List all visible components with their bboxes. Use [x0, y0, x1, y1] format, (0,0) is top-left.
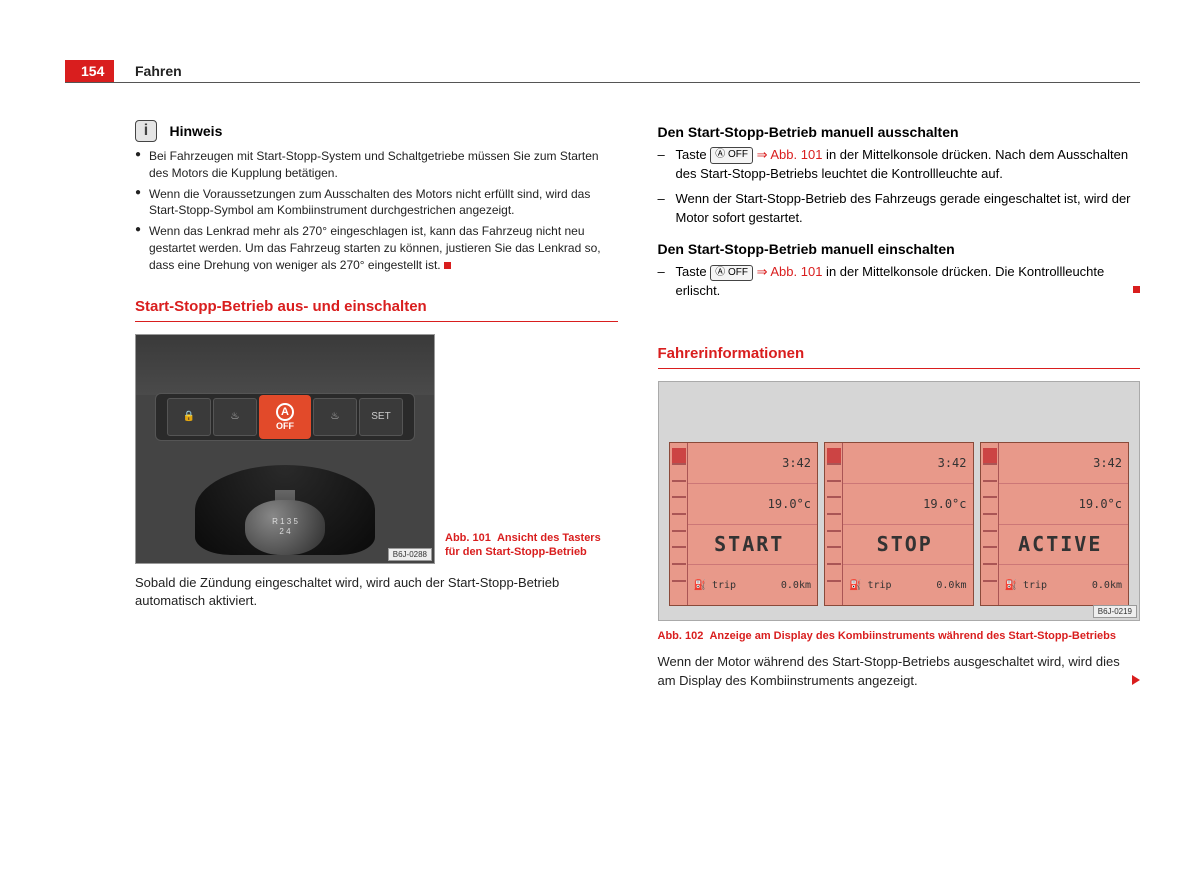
- lcd-panel-3: 3:42 19.0°c ACTIVE ⛽ trip0.0km: [980, 442, 1130, 606]
- dash-text: Wenn der Start-Stopp-Betrieb des Fahrzeu…: [676, 190, 1141, 228]
- dash-item: – Wenn der Start-Stopp-Betrieb des Fahrz…: [658, 190, 1141, 228]
- page: 154 Fahren i Hinweis Bei Fahrzeugen mit …: [0, 0, 1200, 876]
- dash-text: Taste Ⓐ OFF ⇒ Abb. 101 in der Mittelkons…: [676, 263, 1141, 301]
- shift-knob: R 1 3 52 4: [245, 500, 325, 555]
- a-off-icon: A: [276, 403, 294, 421]
- figure-101-caption: Abb. 101 Ansicht des Tasters für den Sta…: [445, 531, 618, 564]
- figure-101-row: 🔒 ♨ A OFF ♨ SET R 1 3 52 4: [135, 334, 618, 564]
- lcd-trip: ⛽ trip0.0km: [843, 565, 973, 605]
- sub-heading: Den Start-Stopp-Betrieb manuell ausschal…: [658, 124, 1141, 140]
- fuel-gauge-icon: [981, 443, 999, 605]
- a-off-key-icon: Ⓐ OFF: [710, 265, 753, 282]
- section-heading: Fahrerinformationen: [658, 325, 1141, 369]
- center-console-buttons: 🔒 ♨ A OFF ♨ SET: [155, 393, 415, 441]
- lock-button-icon: 🔒: [167, 398, 211, 436]
- chapter-title: Fahren: [135, 63, 182, 79]
- dash-item: – Taste Ⓐ OFF ⇒ Abb. 101 in der Mittelko…: [658, 263, 1141, 301]
- body-text: Wenn der Motor während des Start-Stopp-B…: [658, 653, 1141, 689]
- figure-ref: ⇒ Abb. 101: [757, 264, 823, 279]
- lcd-trip: ⛽ trip0.0km: [999, 565, 1129, 605]
- image-code: B6J-0288: [388, 548, 432, 561]
- dash-icon: –: [658, 146, 676, 184]
- start-stop-off-button: A OFF: [259, 395, 311, 439]
- set-button-icon: SET: [359, 398, 403, 436]
- note-list: Bei Fahrzeugen mit Start-Stopp-System un…: [135, 148, 618, 274]
- a-off-key-icon: Ⓐ OFF: [710, 147, 753, 164]
- lcd-panel-1: 3:42 19.0°c START ⛽ trip0.0km: [669, 442, 819, 606]
- image-code: B6J-0219: [1093, 605, 1137, 618]
- off-label: OFF: [276, 421, 294, 431]
- lcd-display: 3:42 19.0°c ACTIVE ⛽ trip0.0km: [999, 443, 1129, 605]
- lcd-status: START: [688, 525, 818, 566]
- lcd-temp: 19.0°c: [688, 484, 818, 525]
- figure-102-caption: Abb. 102 Anzeige am Display des Kombiins…: [658, 629, 1141, 643]
- figure-102: 3:42 19.0°c START ⛽ trip0.0km 3:42 19.0°…: [658, 381, 1141, 621]
- figure-101: 🔒 ♨ A OFF ♨ SET R 1 3 52 4: [135, 334, 435, 564]
- note-item: Wenn die Voraussetzungen zum Ausschalten…: [135, 186, 618, 220]
- note-item: Bei Fahrzeugen mit Start-Stopp-System un…: [135, 148, 618, 182]
- lcd-display: 3:42 19.0°c STOP ⛽ trip0.0km: [843, 443, 973, 605]
- lcd-time: 3:42: [688, 443, 818, 484]
- lcd-temp: 19.0°c: [843, 484, 973, 525]
- continue-icon: [1132, 675, 1140, 685]
- page-header: 154 Fahren: [65, 60, 1140, 82]
- hinweis-label: Hinweis: [169, 123, 222, 139]
- lcd-panel-2: 3:42 19.0°c STOP ⛽ trip0.0km: [824, 442, 974, 606]
- fuel-gauge-icon: [825, 443, 843, 605]
- seat-heat-left-icon: ♨: [213, 398, 257, 436]
- lcd-temp: 19.0°c: [999, 484, 1129, 525]
- fuel-gauge-icon: [670, 443, 688, 605]
- info-icon: i: [135, 120, 157, 142]
- console-top: [136, 335, 434, 395]
- right-column: Den Start-Stopp-Betrieb manuell ausschal…: [658, 120, 1141, 698]
- section-heading: Start-Stopp-Betrieb aus- und einschalten: [135, 278, 618, 322]
- page-number: 154: [65, 60, 114, 82]
- section-end-icon: [444, 262, 451, 269]
- lcd-trip: ⛽ trip0.0km: [688, 565, 818, 605]
- dash-icon: –: [658, 190, 676, 228]
- dash-text: Taste Ⓐ OFF ⇒ Abb. 101 in der Mittelkons…: [676, 146, 1141, 184]
- figure-ref: ⇒ Abb. 101: [757, 147, 823, 162]
- lcd-time: 3:42: [999, 443, 1129, 484]
- lcd-time: 3:42: [843, 443, 973, 484]
- lcd-status: ACTIVE: [999, 525, 1129, 566]
- dash-icon: –: [658, 263, 676, 301]
- note-item: Wenn das Lenkrad mehr als 270° eingeschl…: [135, 223, 618, 273]
- sub-heading: Den Start-Stopp-Betrieb manuell einschal…: [658, 241, 1141, 257]
- dash-item: – Taste Ⓐ OFF ⇒ Abb. 101 in der Mittelko…: [658, 146, 1141, 184]
- header-rule: [65, 82, 1140, 83]
- seat-heat-right-icon: ♨: [313, 398, 357, 436]
- lcd-display: 3:42 19.0°c START ⛽ trip0.0km: [688, 443, 818, 605]
- hinweis-block: i Hinweis Bei Fahrzeugen mit Start-Stopp…: [135, 120, 618, 274]
- columns: i Hinweis Bei Fahrzeugen mit Start-Stopp…: [135, 120, 1140, 698]
- left-column: i Hinweis Bei Fahrzeugen mit Start-Stopp…: [135, 120, 618, 698]
- gear-shifter: R 1 3 52 4: [185, 455, 385, 555]
- section-end-icon: [1133, 286, 1140, 293]
- body-text: Sobald die Zündung eingeschaltet wird, w…: [135, 574, 618, 610]
- lcd-status: STOP: [843, 525, 973, 566]
